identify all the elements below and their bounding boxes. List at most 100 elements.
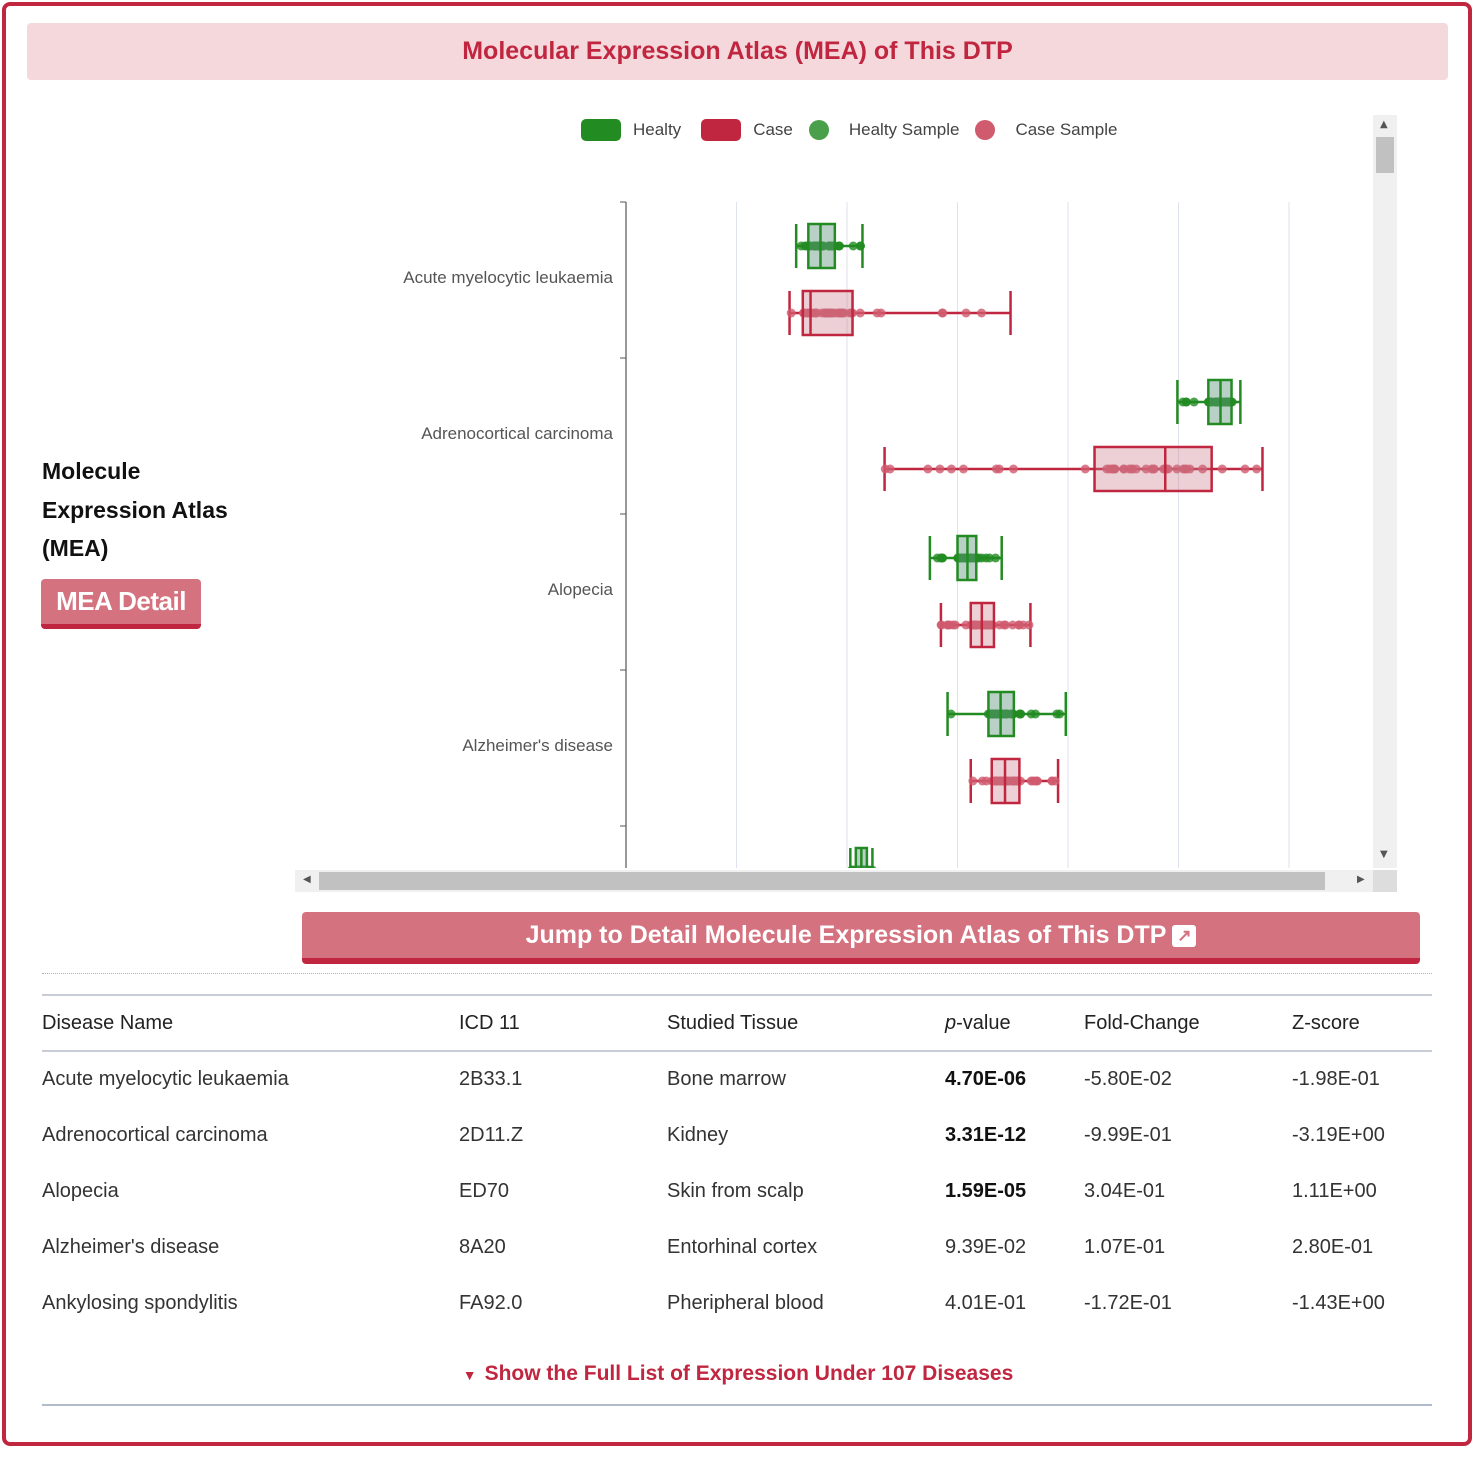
cell-icd: 8A20: [459, 1235, 506, 1258]
divider: [42, 973, 1432, 974]
case-sample-point: [1252, 464, 1262, 474]
section-title-line: (MEA): [42, 535, 109, 561]
scroll-right-icon[interactable]: ▶: [1357, 874, 1365, 885]
panel-title: Molecular Expression Atlas (MEA) of This…: [27, 23, 1448, 80]
cell-p: 3.31E-12: [945, 1123, 1027, 1146]
case-sample-point: [1008, 620, 1018, 630]
case-sample-point: [942, 620, 952, 630]
healthy-sample-point: [848, 241, 858, 251]
case-sample-point: [968, 776, 978, 786]
cell-fold: -1.72E-01: [1084, 1291, 1172, 1314]
table-row: Adrenocortical carcinoma 2D11.Z Kidney 3.31…: [42, 1107, 1432, 1163]
case-sample-point: [999, 620, 1009, 630]
case-sample-point: [872, 308, 882, 318]
jump-button-label: Jump to Detail Molecule Expression Atlas…: [525, 921, 1167, 949]
case-sample-point: [977, 308, 987, 318]
case-sample-point: [1182, 464, 1192, 474]
cell-icd: FA92.0: [459, 1291, 523, 1314]
scroll-left-icon[interactable]: ◀: [303, 874, 311, 885]
vertical-scroll-thumb[interactable]: [1376, 137, 1394, 173]
horizontal-scrollbar[interactable]: ◀ ▶: [295, 870, 1373, 892]
case-sample-point: [1008, 464, 1018, 474]
case-sample-point: [1172, 464, 1182, 474]
case-sample-point: [855, 308, 865, 318]
case-sample-point: [1032, 776, 1042, 786]
y-tick-label: Acute myelocytic leukaemia: [403, 268, 613, 287]
scroll-down-icon[interactable]: ▼: [1380, 849, 1388, 860]
show-full-list-link[interactable]: ▼ Show the Full List of Expression Under …: [0, 1362, 1476, 1386]
header-p-suffix: -value: [956, 1011, 1011, 1034]
legend: Healty Case Healty Sample Case Sample: [581, 119, 1118, 141]
legend-healthy-sample-label[interactable]: Healty Sample: [848, 120, 960, 139]
cell-z: -1.98E-01: [1292, 1068, 1380, 1090]
case-sample-point: [1014, 620, 1024, 630]
healthy-sample-point: [824, 241, 834, 251]
legend-case-swatch: [701, 119, 742, 141]
healthy-sample-point: [1178, 397, 1188, 407]
table-row: Acute myelocytic leukaemia 2B33.1 Bone mar…: [42, 1051, 1432, 1107]
case-sample-point: [958, 464, 968, 474]
jump-to-detail-button[interactable]: Jump to Detail Molecule Expression Atlas…: [302, 912, 1420, 964]
vertical-scrollbar[interactable]: ▲ ▼: [1373, 115, 1397, 868]
cell-z: 2.80E-01: [1292, 1235, 1374, 1258]
cell-disease: Alzheimer's disease: [42, 1235, 220, 1258]
cell-disease: Adrenocortical carcinoma: [42, 1123, 268, 1146]
case-sample-point: [834, 308, 844, 318]
case-sample-point: [880, 464, 890, 474]
mea-detail-button[interactable]: MEA Detail: [41, 579, 201, 629]
section-title-line: Molecule: [42, 458, 141, 484]
cell-tissue: Pheripheral blood: [667, 1291, 824, 1314]
cell-tissue: Entorhinal cortex: [667, 1235, 818, 1258]
cell-tissue: Kidney: [667, 1123, 729, 1146]
expression-table: Disease Name ICD 11 Studied Tissue p-val…: [42, 994, 1432, 1331]
legend-healthy-label[interactable]: Healty: [633, 120, 682, 139]
cell-p: 9.39E-02: [945, 1235, 1027, 1258]
cell-z: -3.19E+00: [1292, 1123, 1385, 1146]
cell-disease: Acute myelocytic leukaemia: [42, 1068, 289, 1090]
header-fold-change: Fold-Change: [1084, 1011, 1200, 1034]
caret-down-icon: ▼: [462, 1367, 477, 1383]
external-link-icon: ↗: [1172, 925, 1197, 947]
healthy-sample-point: [1189, 397, 1199, 407]
case-sample-point: [991, 464, 1001, 474]
horizontal-scroll-thumb[interactable]: [319, 872, 1325, 890]
cell-p: 4.70E-06: [945, 1068, 1027, 1090]
section-title: Molecule Expression Atlas (MEA): [42, 452, 262, 568]
legend-case-sample-label[interactable]: Case Sample: [1015, 120, 1118, 139]
show-full-list-label: Show the Full List of Expression Under 1…: [484, 1362, 1014, 1385]
header-p-value: p-value: [945, 995, 1084, 1051]
cell-disease: Alopecia: [42, 1179, 119, 1202]
legend-case-sample-dot: [975, 120, 996, 140]
healthy-sample-point: [946, 709, 956, 719]
case-sample-point: [1102, 464, 1112, 474]
case-sample-point: [1148, 464, 1158, 474]
cell-icd: ED70: [459, 1179, 510, 1202]
section-title-line: Expression Atlas: [42, 496, 228, 523]
header-tissue: Studied Tissue: [667, 1011, 799, 1034]
case-sample-point: [1198, 464, 1208, 474]
chart-container: Acute myelocytic leukaemia Adrenocortical…: [295, 115, 1397, 892]
healthy-sample-point: [1030, 709, 1040, 719]
divider: [42, 1404, 1432, 1406]
case-sample-point: [923, 464, 933, 474]
case-sample-point: [1217, 464, 1227, 474]
header-p-italic: p: [945, 1011, 957, 1034]
healthy-sample-point: [834, 241, 844, 251]
healthy-sample-point: [989, 709, 999, 719]
case-sample-point: [1240, 464, 1250, 474]
case-sample-point: [996, 776, 1006, 786]
case-sample-point: [938, 308, 948, 318]
table-row: Alzheimer's disease 8A20 Entorhinal cortex…: [42, 1219, 1432, 1275]
legend-case-label[interactable]: Case: [753, 120, 793, 139]
cell-disease: Ankylosing spondylitis: [42, 1291, 238, 1314]
case-sample-point: [935, 464, 945, 474]
y-tick-label: Adrenocortical carcinoma: [421, 424, 613, 443]
case-sample-point: [1119, 464, 1129, 474]
case-sample-point: [786, 308, 796, 318]
header-disease: Disease Name: [42, 1011, 174, 1034]
scroll-up-icon[interactable]: ▲: [1380, 119, 1388, 130]
cell-fold: 3.04E-01: [1084, 1179, 1166, 1202]
chart-viewport[interactable]: Acute myelocytic leukaemia Adrenocortical…: [295, 115, 1373, 868]
case-box: [1093, 445, 1213, 493]
y-tick-label: Alzheimer's disease: [462, 736, 613, 755]
